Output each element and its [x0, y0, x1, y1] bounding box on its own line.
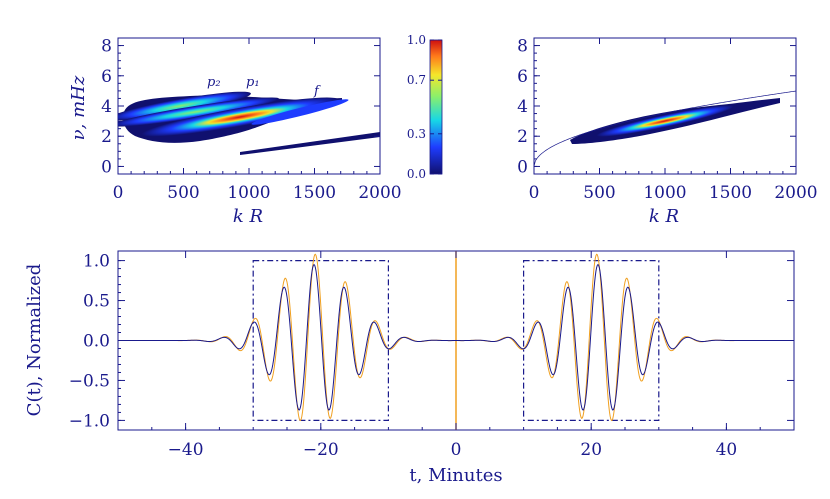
label-p2: p₂	[207, 75, 221, 90]
top-right-ticks: 0 500 1000 1500 2000 0 2 4 6 8	[517, 37, 817, 203]
y-tick-label: 6	[517, 67, 528, 87]
series-blue	[118, 263, 794, 411]
x-tick-label: 1000	[643, 183, 686, 203]
y-tick-label: −0.5	[69, 371, 110, 391]
ridge-f	[141, 97, 339, 137]
time-windows	[252, 259, 660, 422]
ridge-lower	[240, 132, 380, 155]
x-tick-label: 500	[583, 183, 615, 203]
y-tick-label: 2	[101, 127, 112, 147]
bottom-ticks: −40 −20 0 20 40 −1.0 −0.5 0.0 0.5 1.0	[69, 251, 795, 460]
x-tick-label: −20	[303, 440, 339, 460]
top-left-ticks: 0 500 1000 1500 2000 0 2 4 6 8	[101, 37, 401, 203]
colorbar-ticks: 0.0 0.3 0.7 1.0	[407, 33, 442, 181]
spectrum-right	[534, 90, 796, 167]
y-tick-label: 6	[101, 67, 112, 87]
x-tick-label: 0	[529, 183, 540, 203]
x-tick-label: 20	[580, 440, 602, 460]
y-tick-label: 0.5	[83, 292, 110, 312]
ridge-right	[596, 105, 734, 137]
y-tick-label: −1.0	[69, 411, 110, 431]
time-window-box	[522, 259, 660, 422]
x-tick-label: 2000	[774, 183, 817, 203]
y-tick-label: 0	[517, 157, 528, 177]
panel-bottom: −40 −20 0 20 40−1.0−0.50.00.51.0 t, Minutes …	[24, 250, 795, 486]
y-tick-label: 4	[517, 97, 528, 117]
x-tick-label: 1500	[709, 183, 752, 203]
colorbar: 0.0 0.3 0.7 1.0	[407, 33, 443, 181]
ridge-p2	[118, 91, 251, 121]
top-right-xlabel: k R	[649, 206, 679, 227]
ridge-p1	[118, 97, 279, 127]
y-tick-label: 1.0	[83, 252, 110, 272]
colorbar-tick-label: 1.0	[407, 33, 426, 47]
panel-top-right: 0 500 1000 1500 2000 0 2 4 6 8 k R	[517, 37, 817, 227]
label-f: f	[313, 84, 321, 99]
x-tick-label: 2000	[358, 183, 401, 203]
spectrum-left	[118, 91, 380, 155]
x-tick-label: 40	[716, 440, 738, 460]
panel-top-left: 0 500 1000 1500 2000 0 2 4 6 8 p₂ p₁ f k R ν, mHz	[68, 37, 402, 227]
x-tick-label: 0	[451, 440, 462, 460]
x-tick-label: 1500	[293, 183, 336, 203]
dispersion-curve	[534, 90, 796, 167]
colorbar-tick-label: 0.0	[407, 167, 426, 181]
label-p1: p₁	[246, 75, 260, 90]
x-tick-label: 0	[113, 183, 124, 203]
bottom-xlabel: t, Minutes	[409, 465, 502, 486]
y-tick-label: 8	[517, 37, 528, 57]
x-tick-label: −40	[168, 440, 204, 460]
y-tick-label: 0	[101, 157, 112, 177]
ridge-f-tail	[251, 99, 349, 125]
top-left-xlabel: k R	[233, 206, 263, 227]
colorbar-tick-label: 0.7	[407, 73, 426, 87]
top-left-ylabel: ν, mHz	[68, 75, 89, 140]
x-tick-label: 500	[167, 183, 199, 203]
colorbar-gradient	[429, 39, 443, 175]
x-tick-label: 1000	[227, 183, 270, 203]
y-tick-label: 8	[101, 37, 112, 57]
bottom-ylabel: C(t), Normalized	[24, 264, 45, 417]
y-tick-label: 2	[517, 127, 528, 147]
time-window-box	[252, 259, 389, 422]
y-tick-label: 4	[101, 97, 112, 117]
colorbar-tick-label: 0.3	[407, 127, 426, 141]
y-tick-label: 0.0	[83, 332, 110, 352]
